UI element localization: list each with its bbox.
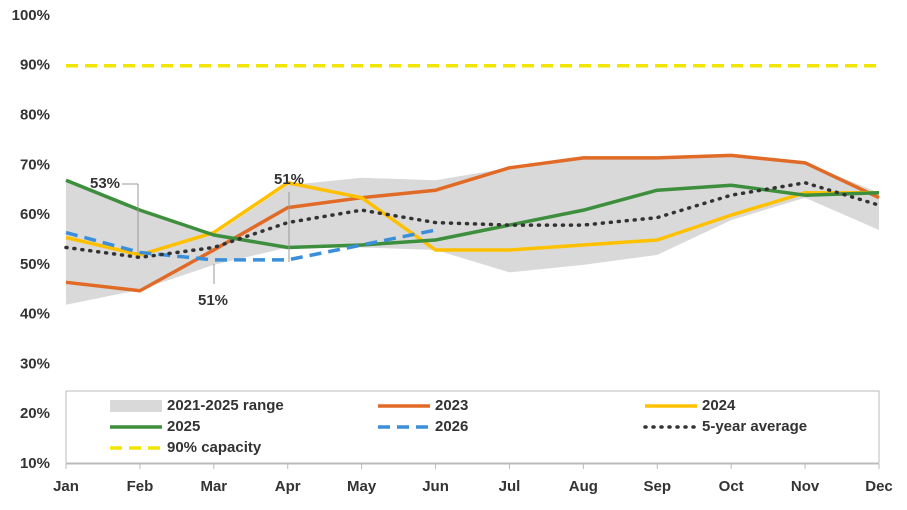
x-tick-label: Sep xyxy=(644,478,672,495)
y-tick-label: 20% xyxy=(20,405,50,422)
y-tick-label: 80% xyxy=(20,107,50,124)
x-tick-label: Mar xyxy=(200,478,227,495)
line-series xyxy=(64,181,881,260)
x-tick-label: Jan xyxy=(53,478,79,495)
legend-label: 90% capacity xyxy=(167,439,262,456)
line-series xyxy=(65,178,880,250)
annotation: 53% xyxy=(90,175,120,192)
x-tick-label: Aug xyxy=(569,478,598,495)
y-tick-label: 40% xyxy=(20,306,50,323)
x-tick-label: Nov xyxy=(791,478,820,495)
line-series xyxy=(65,153,880,293)
y-tick-label: 90% xyxy=(20,57,50,74)
y-tick-label: 30% xyxy=(20,355,50,372)
range-band xyxy=(66,155,879,305)
y-tick-label: 100% xyxy=(12,7,50,24)
line-series xyxy=(65,181,879,257)
y-tick-label: 60% xyxy=(20,206,50,223)
x-tick-label: Oct xyxy=(719,478,744,495)
legend-label: 2021-2025 range xyxy=(167,397,284,414)
legend-swatch xyxy=(110,400,162,412)
x-tick-label: May xyxy=(347,478,377,495)
x-tick-label: Feb xyxy=(127,478,154,495)
x-tick-label: Jun xyxy=(422,478,449,495)
annotation: 51% xyxy=(198,292,228,309)
x-tick-label: Jul xyxy=(499,478,521,495)
legend-label: 2026 xyxy=(435,418,468,435)
legend-label: 2023 xyxy=(435,397,468,414)
annotation: 51% xyxy=(274,171,304,188)
legend-label: 2025 xyxy=(167,418,200,435)
legend-box xyxy=(65,390,880,464)
y-tick-label: 70% xyxy=(20,156,50,173)
x-tick-label: Dec xyxy=(865,478,893,495)
y-tick-label: 10% xyxy=(20,455,50,472)
legend-label: 5-year average xyxy=(702,418,807,435)
legend-label: 2024 xyxy=(702,397,736,414)
x-tick-label: Apr xyxy=(275,478,301,495)
y-tick-label: 50% xyxy=(20,256,50,273)
line-series xyxy=(65,228,436,262)
